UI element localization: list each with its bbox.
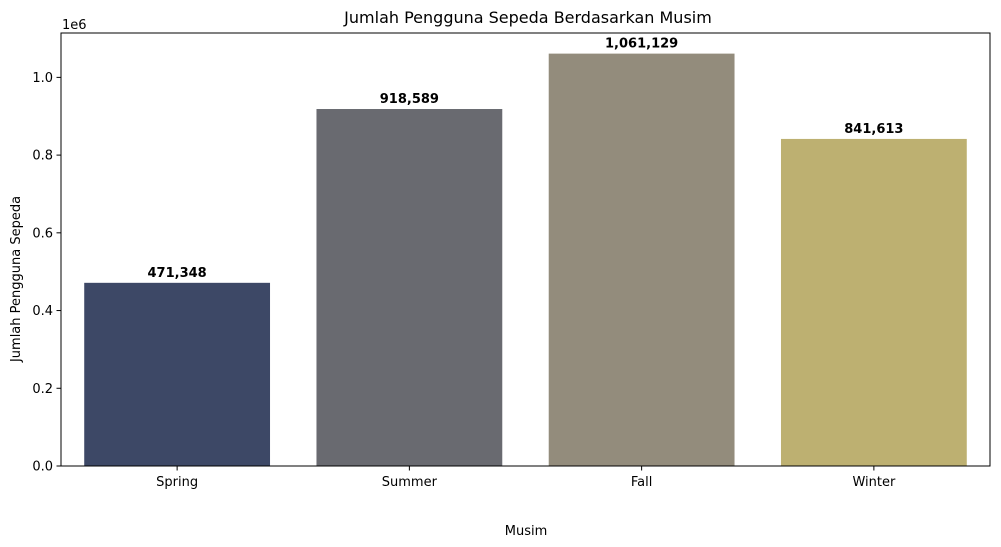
bar-spring bbox=[84, 282, 271, 466]
ticks-group: Spring Summer Fall Winter 0.0 0.2 0.4 0.6 0.8 1.0 bbox=[32, 71, 896, 490]
y-offset-label: 1e6 bbox=[62, 18, 87, 33]
y-tick-label-1: 0.2 bbox=[32, 382, 53, 397]
y-tick-label-0: 0.0 bbox=[32, 460, 53, 475]
x-tick-label-fall: Fall bbox=[631, 475, 652, 490]
data-label-winter: 841,613 bbox=[844, 122, 903, 137]
bars-group: 471,348 918,589 1,061,129 841,613 bbox=[84, 37, 967, 466]
x-tick-label-spring: Spring bbox=[156, 475, 198, 490]
x-axis-label: Musim bbox=[505, 524, 548, 539]
y-tick-label-3: 0.6 bbox=[32, 226, 53, 241]
y-tick-label-5: 1.0 bbox=[32, 71, 53, 86]
y-tick-label-2: 0.4 bbox=[32, 304, 53, 319]
bar-fall bbox=[548, 53, 735, 466]
data-label-spring: 471,348 bbox=[148, 266, 207, 281]
x-tick-label-winter: Winter bbox=[852, 475, 896, 490]
y-axis-label: Jumlah Pengguna Sepeda bbox=[9, 196, 24, 363]
data-label-fall: 1,061,129 bbox=[605, 37, 678, 52]
data-label-summer: 918,589 bbox=[380, 92, 439, 107]
chart-title: Jumlah Pengguna Sepeda Berdasarkan Musim bbox=[343, 8, 712, 27]
y-tick-label-4: 0.8 bbox=[32, 149, 53, 164]
bar-winter bbox=[780, 138, 967, 466]
x-tick-label-summer: Summer bbox=[382, 475, 438, 490]
bar-summer bbox=[316, 109, 503, 466]
plot-frame bbox=[60, 32, 991, 467]
